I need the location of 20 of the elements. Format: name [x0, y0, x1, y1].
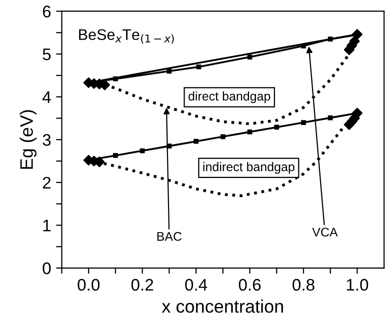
- annotation: VCA: [312, 228, 338, 237]
- y-tick-label: 4: [42, 91, 51, 103]
- x-tick-label: 0.4: [185, 278, 208, 291]
- x-tick-label: 0.8: [292, 278, 314, 291]
- x-axis-title: x concentration: [162, 300, 283, 313]
- annotation: BAC: [157, 232, 182, 241]
- y-tick-label: 2: [42, 176, 51, 188]
- annotation: direct bandgap: [188, 91, 270, 104]
- x-tick-label: 1.0: [346, 278, 368, 291]
- annotation: indirect bandgap: [203, 162, 294, 174]
- y-tick-label: 1: [43, 220, 51, 232]
- y-tick-label: 3: [42, 134, 51, 146]
- text: BeSe$_{x}$Te$_{(1−x)}$: [79, 29, 174, 44]
- y-tick-label: 0: [42, 262, 51, 274]
- y-axis-title: Eg (eV): [20, 110, 37, 169]
- x-tick-label: 0.6: [238, 278, 261, 291]
- x-tick-label: 0.2: [131, 278, 154, 291]
- y-tick-label: 6: [42, 6, 51, 18]
- x-tick-label: 0.0: [78, 278, 100, 291]
- y-tick-label: 5: [42, 48, 51, 60]
